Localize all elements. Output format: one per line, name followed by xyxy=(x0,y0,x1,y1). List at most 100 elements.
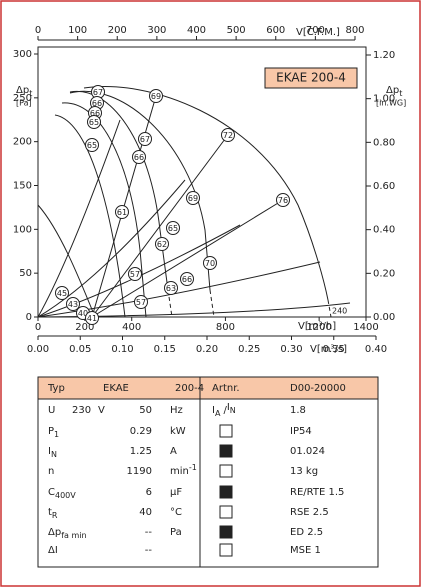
table-header-cell: 200-4 xyxy=(175,383,204,394)
curve-label: 66 xyxy=(90,109,100,118)
row-name: C400V xyxy=(48,487,76,500)
curve xyxy=(69,90,169,291)
curve-label: 57 xyxy=(130,270,140,279)
y-label-sub: t xyxy=(29,89,32,98)
row-value: 1190 xyxy=(127,466,152,477)
ratio-part: A xyxy=(215,409,221,418)
curve-label-circle xyxy=(166,221,180,235)
x2-tick-label: 0.05 xyxy=(69,344,91,355)
x2-tick-label: 0.15 xyxy=(154,344,176,355)
y2-tick-label: 1.20 xyxy=(373,50,395,61)
top-tick-label: 800 xyxy=(345,25,364,36)
ratio-part: I xyxy=(227,402,230,413)
row-unit-text: min xyxy=(170,466,189,477)
row-icon xyxy=(219,543,233,557)
curve-label-circle xyxy=(186,191,200,205)
top-tick-label: 200 xyxy=(108,25,127,36)
note: 240 xyxy=(332,307,347,316)
y-unit: [Pa] xyxy=(16,99,32,108)
y2-tick-label: 0.60 xyxy=(373,181,395,192)
curve-label-circle xyxy=(132,150,146,164)
curve-label: 69 xyxy=(188,194,198,203)
row-unit-text: A xyxy=(170,446,177,457)
row-unit: min-1 xyxy=(170,463,197,478)
y2-tick-label: 0.40 xyxy=(373,225,395,236)
x2-tick-label: 0.20 xyxy=(196,344,218,355)
y2-label-sub: t xyxy=(399,89,402,98)
row-unit: °C xyxy=(170,507,182,518)
curve-label-circle xyxy=(85,138,99,152)
row-unit: µF xyxy=(170,487,182,498)
row-spec: 01.024 xyxy=(290,446,325,457)
efficiency-line xyxy=(91,199,284,318)
curve-label-circle xyxy=(134,295,148,309)
curve-label: 66 xyxy=(92,99,102,108)
top-tick-label: 400 xyxy=(187,25,206,36)
curve-label: 72 xyxy=(223,131,233,140)
row-spec: 13 kg xyxy=(290,466,318,477)
row-name: U xyxy=(48,405,55,416)
row-spec: MSE 1 xyxy=(290,545,321,556)
row-unit-text: °C xyxy=(170,507,182,518)
x-label: V[m³/h] xyxy=(298,321,336,332)
row-icon xyxy=(219,485,233,499)
row-symbol: Δp xyxy=(48,527,61,538)
row-icon xyxy=(219,525,233,539)
x-tick-label: 400 xyxy=(122,322,141,333)
row-value: 0.29 xyxy=(130,426,152,437)
row-unit: Hz xyxy=(170,405,183,416)
row-icon xyxy=(219,505,233,519)
x2-label: V[m³/s] xyxy=(310,344,347,355)
row-value: 6 xyxy=(146,487,152,498)
row-name: P1 xyxy=(48,426,59,439)
curve-label: 69 xyxy=(151,92,161,101)
ratio-part: I xyxy=(212,405,215,416)
curve-label: 41 xyxy=(87,314,97,323)
curve-label: 67 xyxy=(93,88,103,97)
row-symbol: P xyxy=(48,426,54,437)
row-value: 1.25 xyxy=(130,446,152,457)
x-tick-label: 0 xyxy=(35,322,41,333)
curve-label-circle xyxy=(128,267,142,281)
curve-label-circle xyxy=(87,115,101,129)
curve-label: 62 xyxy=(157,240,167,249)
curve-label: 40 xyxy=(78,309,88,318)
top-tick-label: 500 xyxy=(227,25,246,36)
row-value: 50 xyxy=(139,405,152,416)
curve-label: 45 xyxy=(57,289,67,298)
curve-label: 76 xyxy=(278,196,288,205)
curve-label-circle xyxy=(164,281,178,295)
row-name: n xyxy=(48,466,54,477)
x2-tick-label: 0.00 xyxy=(27,344,49,355)
curve xyxy=(167,289,173,318)
table-header-cell: Artnr. xyxy=(212,383,240,394)
row-spec: RE/RTE 1.5 xyxy=(290,487,344,498)
plot-frame xyxy=(37,46,367,318)
y-tick-label: 0 xyxy=(26,312,32,323)
y2-tick-label: 0.00 xyxy=(373,312,395,323)
curve-label: 61 xyxy=(117,208,127,217)
row-unit-text: Pa xyxy=(170,527,182,538)
curve-label: 65 xyxy=(89,118,99,127)
x2-tick-label: 0.25 xyxy=(238,344,260,355)
table-header-cell: Typ xyxy=(47,383,65,394)
row-name: Δpfa min xyxy=(48,527,87,540)
curve-label-circle xyxy=(155,237,169,251)
system-curve xyxy=(37,119,121,318)
badge-box xyxy=(264,67,358,89)
row-unit-sup: -1 xyxy=(189,463,197,472)
x-tick-label: 800 xyxy=(216,322,235,333)
table-header-bg xyxy=(37,376,379,400)
curve xyxy=(54,114,126,318)
row-unit-text: µF xyxy=(170,487,182,498)
badge: EKAE 200-4 xyxy=(276,71,346,85)
curve-label-circle xyxy=(180,272,194,286)
row-subscript: 400V xyxy=(55,491,76,500)
curve-label: 66 xyxy=(134,153,144,162)
curve-label-circle xyxy=(115,205,129,219)
y-tick-label: 100 xyxy=(13,224,32,235)
current-ratio: IA/IN xyxy=(212,402,236,418)
row-symbol: I xyxy=(48,446,51,457)
row-subscript: 1 xyxy=(54,430,59,439)
